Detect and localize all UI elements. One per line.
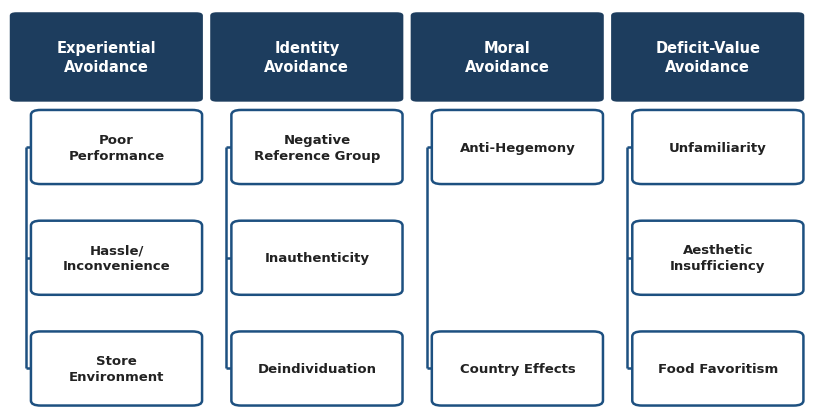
Text: Negative
Reference Group: Negative Reference Group: [254, 133, 380, 162]
FancyBboxPatch shape: [10, 13, 203, 102]
FancyBboxPatch shape: [632, 221, 803, 295]
FancyBboxPatch shape: [632, 111, 803, 185]
FancyBboxPatch shape: [431, 111, 603, 185]
Text: Anti-Hegemony: Anti-Hegemony: [460, 141, 575, 154]
Text: Country Effects: Country Effects: [460, 362, 575, 375]
Text: Deindividuation: Deindividuation: [257, 362, 376, 375]
FancyBboxPatch shape: [210, 13, 404, 102]
Text: Poor
Performance: Poor Performance: [68, 133, 164, 162]
FancyBboxPatch shape: [611, 13, 804, 102]
FancyBboxPatch shape: [231, 221, 402, 295]
Text: Aesthetic
Insufficiency: Aesthetic Insufficiency: [670, 244, 765, 273]
FancyBboxPatch shape: [31, 111, 202, 185]
Text: Unfamiliarity: Unfamiliarity: [669, 141, 767, 154]
FancyBboxPatch shape: [410, 13, 604, 102]
FancyBboxPatch shape: [31, 221, 202, 295]
Text: Deficit-Value
Avoidance: Deficit-Value Avoidance: [655, 41, 760, 75]
Text: Inauthenticity: Inauthenticity: [265, 252, 370, 265]
Text: Store
Environment: Store Environment: [69, 354, 164, 383]
FancyBboxPatch shape: [231, 332, 402, 406]
Text: Hassle/
Inconvenience: Hassle/ Inconvenience: [63, 244, 170, 273]
Text: Moral
Avoidance: Moral Avoidance: [465, 41, 549, 75]
FancyBboxPatch shape: [632, 332, 803, 406]
Text: Identity
Avoidance: Identity Avoidance: [265, 41, 349, 75]
Text: Food Favoritism: Food Favoritism: [658, 362, 778, 375]
FancyBboxPatch shape: [31, 332, 202, 406]
Text: Experiential
Avoidance: Experiential Avoidance: [56, 41, 156, 75]
FancyBboxPatch shape: [431, 332, 603, 406]
FancyBboxPatch shape: [231, 111, 402, 185]
